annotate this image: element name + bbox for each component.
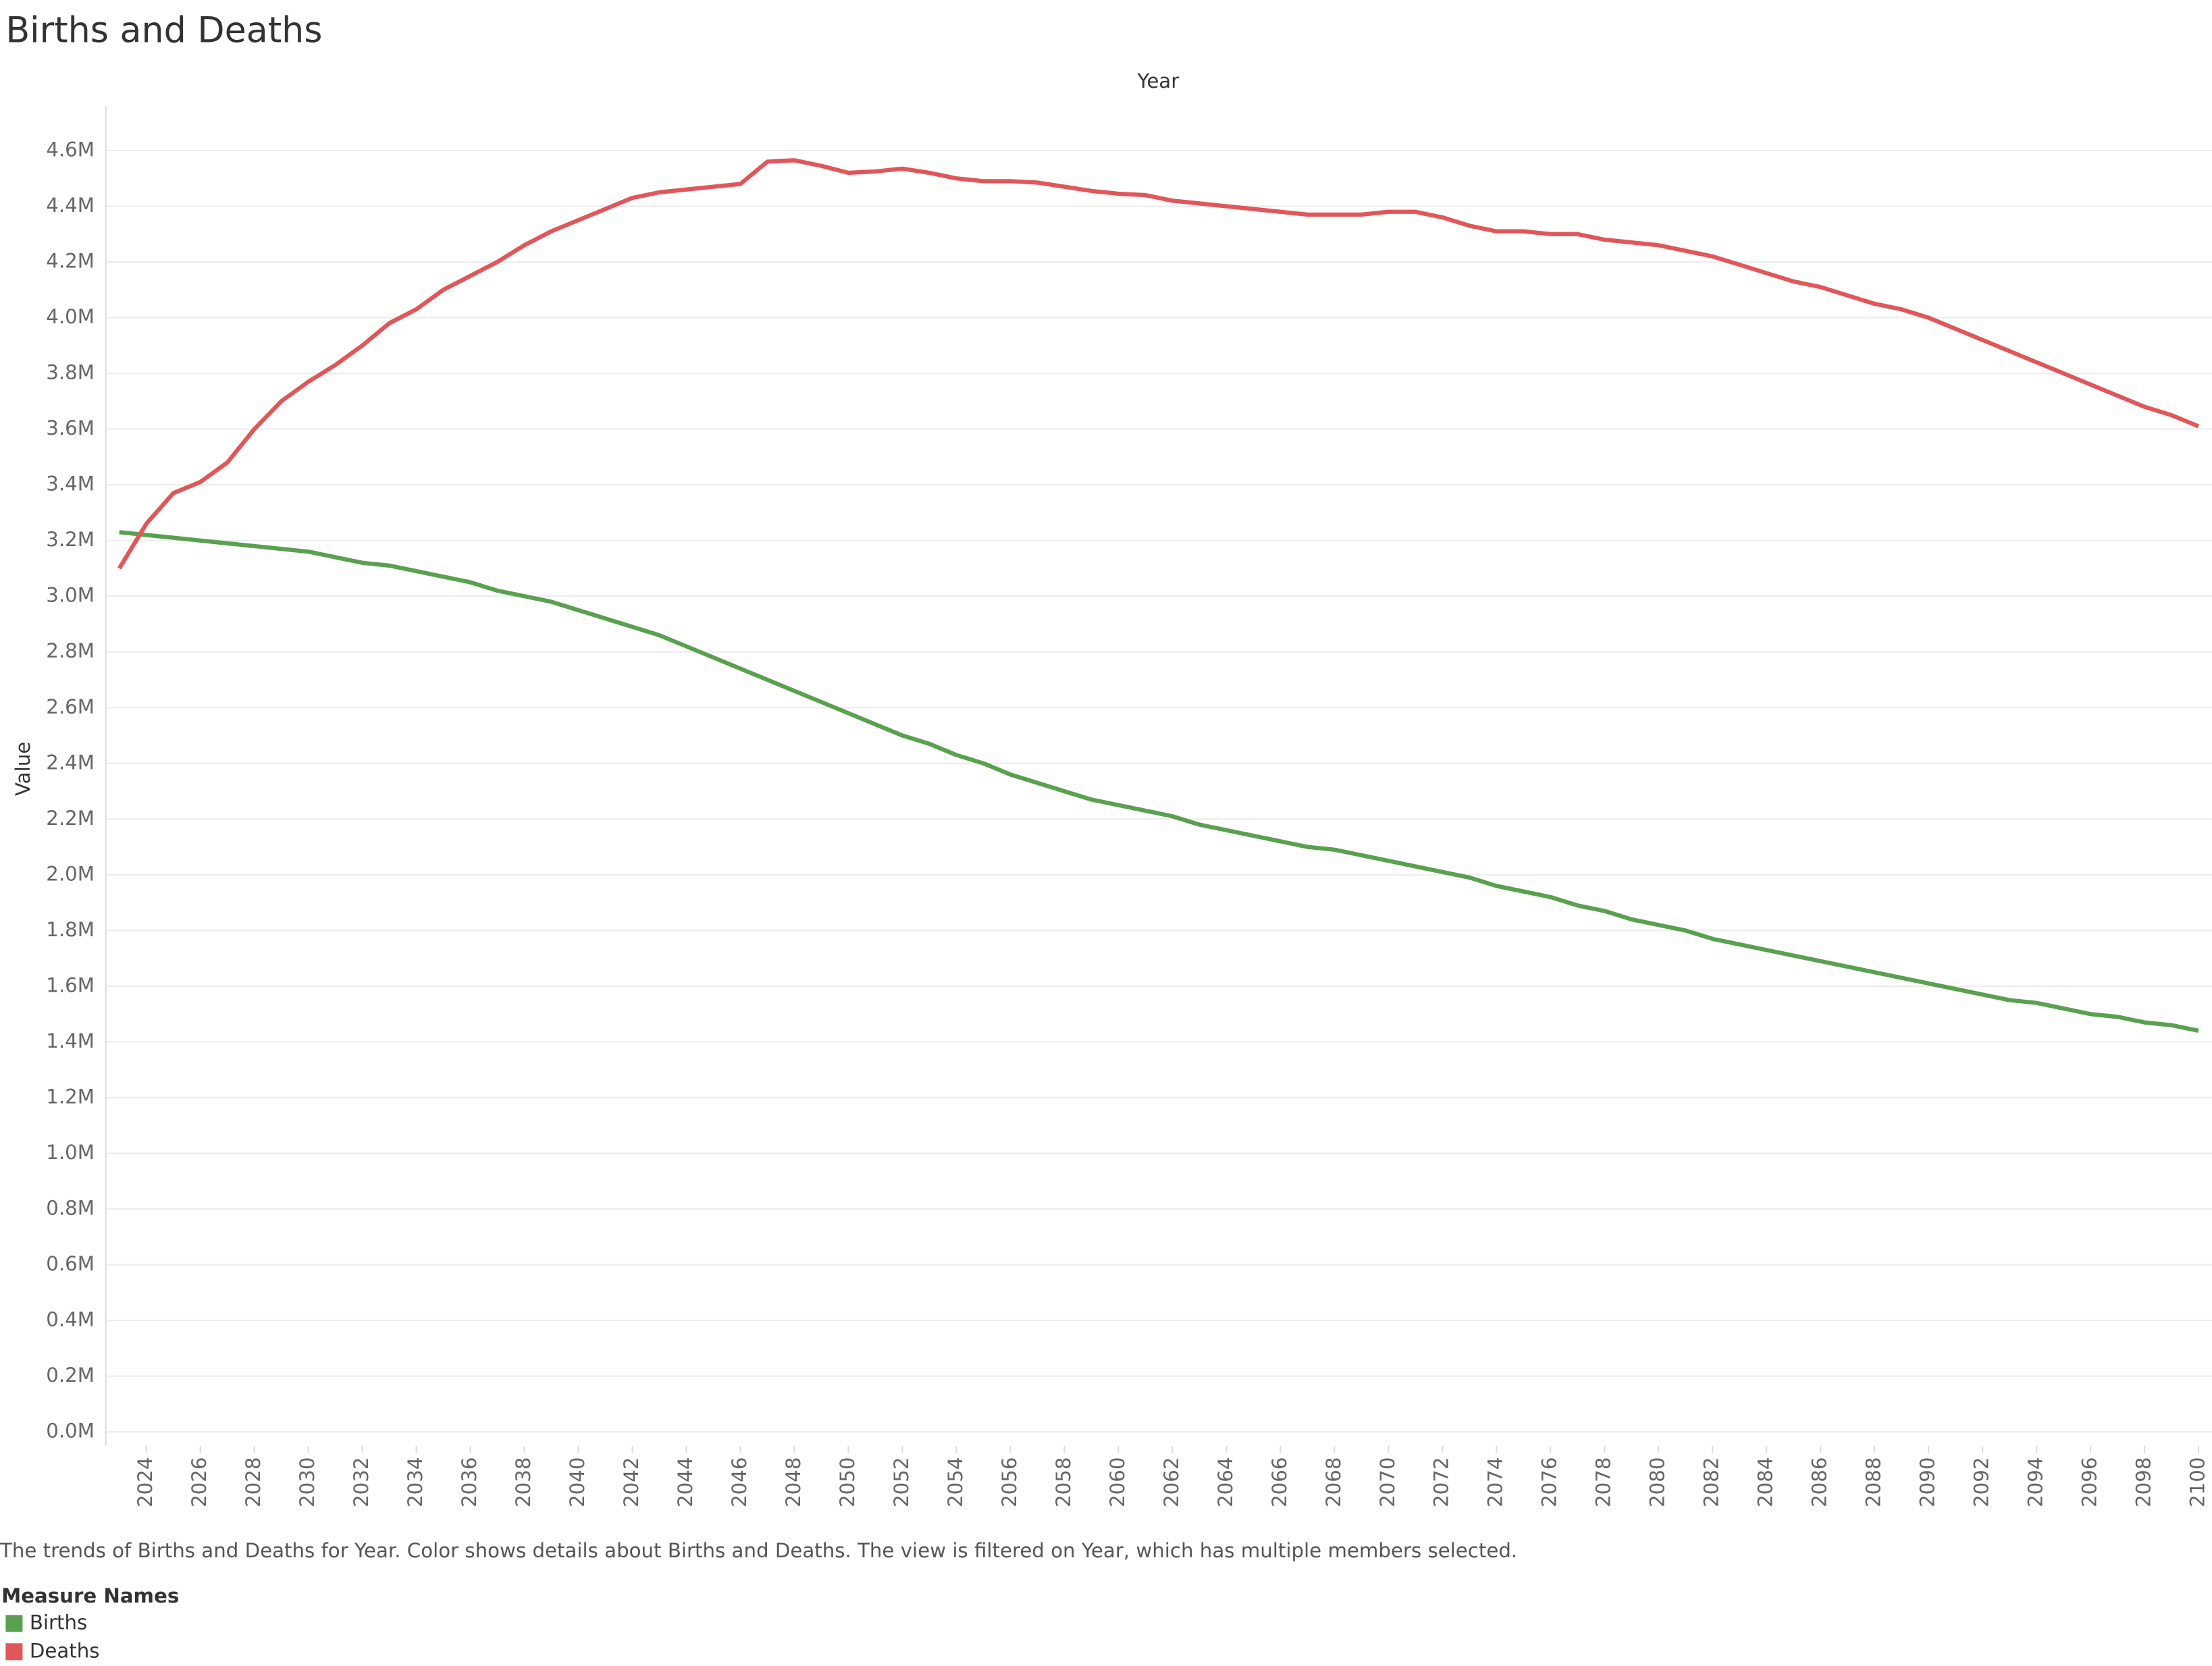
x-tick-label: 2048 bbox=[782, 1457, 805, 1507]
y-tick-label: 0.8M bbox=[46, 1197, 95, 1220]
x-tick-label: 2024 bbox=[134, 1457, 157, 1507]
x-tick-label: 2050 bbox=[836, 1457, 859, 1507]
x-tick-label: 2038 bbox=[512, 1457, 535, 1507]
x-tick-label: 2078 bbox=[1592, 1457, 1615, 1507]
x-tick-label: 2076 bbox=[1538, 1457, 1561, 1507]
x-tick-label: 2086 bbox=[1808, 1457, 1831, 1507]
x-axis-title: Year bbox=[1136, 70, 1180, 92]
y-tick-label: 2.6M bbox=[46, 695, 95, 718]
x-tick-label: 2026 bbox=[188, 1457, 211, 1507]
legend-swatch bbox=[5, 1615, 23, 1632]
x-tick-label: 2098 bbox=[2132, 1457, 2155, 1507]
x-tick-label: 2034 bbox=[404, 1457, 427, 1507]
series-line bbox=[119, 530, 2199, 1033]
x-tick-label: 2052 bbox=[890, 1457, 913, 1507]
caption: The trends of Births and Deaths for Year… bbox=[0, 1539, 1517, 1562]
x-tick-label: 2046 bbox=[728, 1457, 751, 1507]
x-tick-label: 2096 bbox=[2078, 1457, 2101, 1507]
y-tick-label: 1.0M bbox=[46, 1141, 95, 1164]
x-tick-label: 2072 bbox=[1430, 1457, 1453, 1507]
legend-swatch bbox=[5, 1643, 23, 1661]
y-tick-label: 3.6M bbox=[46, 416, 95, 439]
x-tick-label: 2074 bbox=[1484, 1457, 1507, 1507]
y-tick-label: 2.2M bbox=[46, 807, 95, 830]
y-tick-label: 3.2M bbox=[46, 528, 95, 551]
x-tick-label: 2068 bbox=[1322, 1457, 1345, 1507]
legend-title: Measure Names bbox=[1, 1584, 179, 1607]
x-tick-label: 2066 bbox=[1268, 1457, 1291, 1507]
x-tick-label: 2100 bbox=[2186, 1457, 2209, 1507]
legend-label: Births bbox=[30, 1611, 87, 1634]
x-tick-label: 2054 bbox=[944, 1457, 967, 1507]
y-tick-label: 1.6M bbox=[46, 973, 95, 996]
x-tick-label: 2084 bbox=[1754, 1457, 1777, 1507]
y-tick-label: 0.6M bbox=[46, 1252, 95, 1275]
x-tick-label: 2080 bbox=[1646, 1457, 1669, 1507]
series-line bbox=[117, 158, 2200, 570]
chart-title: Births and Deaths bbox=[5, 10, 322, 51]
x-tick-label: 2060 bbox=[1106, 1457, 1129, 1507]
x-tick-label: 2092 bbox=[1970, 1457, 1993, 1507]
y-tick-label: 4.6M bbox=[46, 138, 95, 161]
x-tick-label: 2030 bbox=[296, 1457, 319, 1507]
x-tick-label: 2064 bbox=[1214, 1457, 1237, 1507]
y-tick-label: 0.2M bbox=[46, 1364, 95, 1387]
x-tick-label: 2062 bbox=[1160, 1457, 1183, 1507]
x-tick-label: 2042 bbox=[620, 1457, 643, 1507]
y-axis-title: Value bbox=[11, 742, 34, 796]
y-tick-label: 4.4M bbox=[46, 194, 95, 217]
y-tick-label: 2.4M bbox=[46, 751, 95, 774]
y-tick-label: 1.8M bbox=[46, 918, 95, 941]
x-tick-label: 2094 bbox=[2024, 1457, 2047, 1507]
y-tick-label: 1.4M bbox=[46, 1029, 95, 1052]
y-tick-label: 3.8M bbox=[46, 361, 95, 384]
x-tick-label: 2044 bbox=[674, 1457, 697, 1507]
x-tick-label: 2090 bbox=[1916, 1457, 1939, 1507]
y-tick-label: 4.2M bbox=[46, 250, 95, 273]
y-tick-label: 1.2M bbox=[46, 1085, 95, 1108]
legend-label: Deaths bbox=[30, 1639, 100, 1662]
y-tick-label: 0.4M bbox=[46, 1308, 95, 1331]
x-tick-label: 2082 bbox=[1700, 1457, 1723, 1507]
x-tick-label: 2032 bbox=[350, 1457, 373, 1507]
x-tick-label: 2036 bbox=[458, 1457, 481, 1507]
x-tick-label: 2028 bbox=[242, 1457, 265, 1507]
y-tick-label: 2.8M bbox=[46, 639, 95, 662]
x-tick-label: 2056 bbox=[998, 1457, 1021, 1507]
y-tick-label: 3.4M bbox=[46, 473, 95, 495]
y-tick-label: 4.0M bbox=[46, 305, 95, 328]
x-tick-label: 2070 bbox=[1376, 1457, 1399, 1507]
y-tick-label: 2.0M bbox=[46, 862, 95, 885]
y-tick-label: 3.0M bbox=[46, 584, 95, 607]
x-tick-label: 2040 bbox=[566, 1457, 589, 1507]
y-tick-label: 0.0M bbox=[46, 1420, 95, 1443]
x-tick-label: 2058 bbox=[1052, 1457, 1075, 1507]
x-tick-label: 2088 bbox=[1862, 1457, 1885, 1507]
